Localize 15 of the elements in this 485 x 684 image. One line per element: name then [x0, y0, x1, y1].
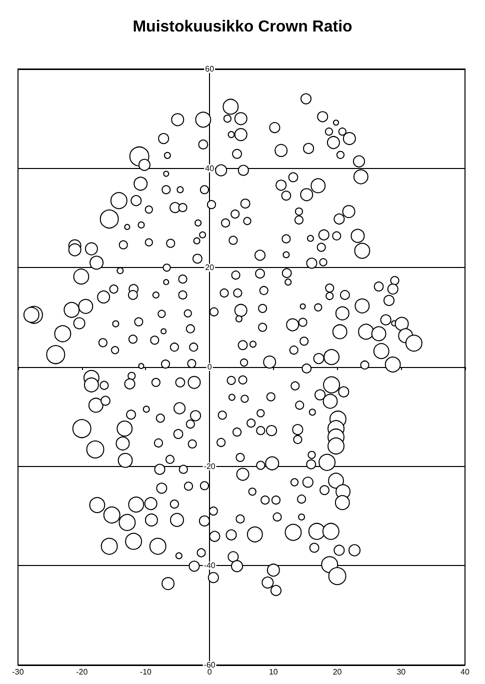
x-tick-label: 30 [396, 668, 406, 676]
y-tick-label: -40 [204, 561, 216, 570]
chart-title: Muistokuusikko Crown Ratio [132, 18, 353, 36]
y-tick-label: -20 [204, 462, 216, 471]
y-tick-label: 60 [205, 64, 215, 74]
y-tick-label: 0 [207, 362, 212, 372]
x-tick-label: -20 [76, 668, 88, 676]
y-tick-label: 40 [205, 164, 215, 173]
x-tick-label: 10 [268, 668, 278, 676]
y-tick-label: 20 [205, 263, 215, 272]
x-tick-label: 20 [332, 668, 342, 676]
x-tick-label: 40 [460, 668, 470, 676]
x-tick-label: -10 [140, 668, 152, 676]
x-tick-label: -30 [12, 668, 24, 676]
y-tick-label: -60 [204, 660, 216, 670]
